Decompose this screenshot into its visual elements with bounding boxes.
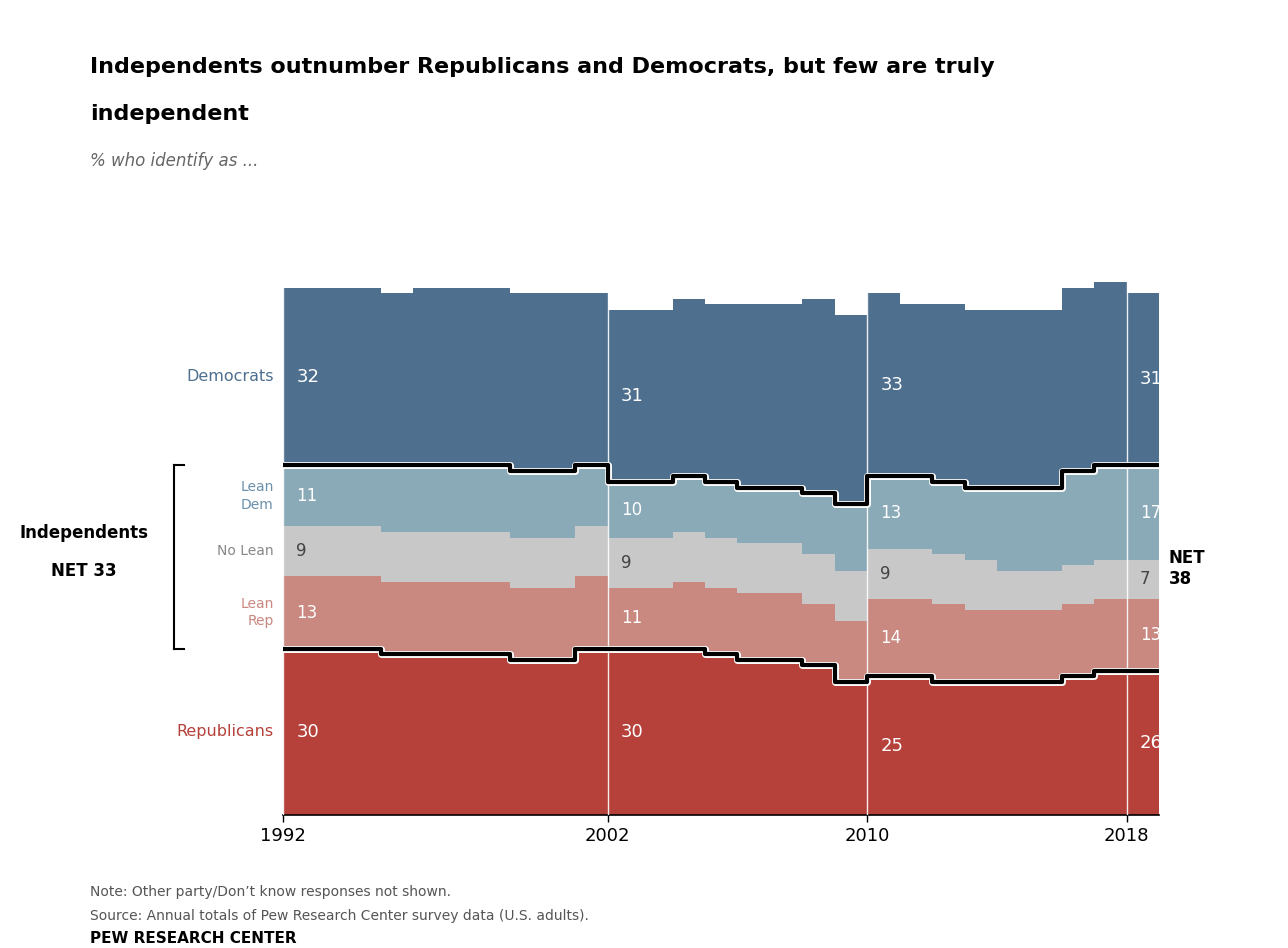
Text: 10: 10: [621, 501, 641, 519]
Text: 31: 31: [1140, 371, 1163, 389]
Text: 9: 9: [296, 542, 307, 560]
Text: 32: 32: [296, 368, 319, 386]
Text: 13: 13: [296, 604, 318, 622]
Text: No Lean: No Lean: [216, 544, 273, 558]
Text: independent: independent: [90, 104, 249, 124]
Text: 11: 11: [621, 610, 641, 628]
Text: Note: Other party/Don’t know responses not shown.: Note: Other party/Don’t know responses n…: [90, 884, 451, 899]
Text: 11: 11: [296, 487, 318, 505]
Text: 14: 14: [880, 629, 902, 647]
Text: 30: 30: [296, 723, 319, 741]
Text: % who identify as ...: % who identify as ...: [90, 152, 259, 170]
Text: Lean
Dem: Lean Dem: [241, 481, 273, 512]
Text: 31: 31: [621, 387, 644, 405]
Text: 13: 13: [1140, 626, 1160, 644]
Text: NET 33: NET 33: [52, 562, 116, 580]
Text: PEW RESEARCH CENTER: PEW RESEARCH CENTER: [90, 931, 296, 946]
Text: 13: 13: [880, 503, 902, 521]
Text: NET
38: NET 38: [1170, 549, 1206, 588]
Text: Lean
Rep: Lean Rep: [241, 597, 273, 629]
Text: Democrats: Democrats: [187, 369, 273, 384]
Text: Independents: Independents: [19, 524, 148, 542]
Text: 17: 17: [1140, 503, 1160, 521]
Text: Republicans: Republicans: [176, 724, 273, 739]
Text: 26: 26: [1140, 734, 1163, 752]
Text: Independents outnumber Republicans and Democrats, but few are truly: Independents outnumber Republicans and D…: [90, 57, 994, 77]
Text: 33: 33: [880, 375, 903, 393]
Text: 7: 7: [1140, 571, 1150, 589]
Text: 9: 9: [621, 554, 631, 572]
Text: 30: 30: [621, 723, 644, 741]
Text: Source: Annual totals of Pew Research Center survey data (U.S. adults).: Source: Annual totals of Pew Research Ce…: [90, 908, 589, 922]
Text: 9: 9: [880, 565, 891, 583]
Text: 25: 25: [880, 737, 903, 755]
